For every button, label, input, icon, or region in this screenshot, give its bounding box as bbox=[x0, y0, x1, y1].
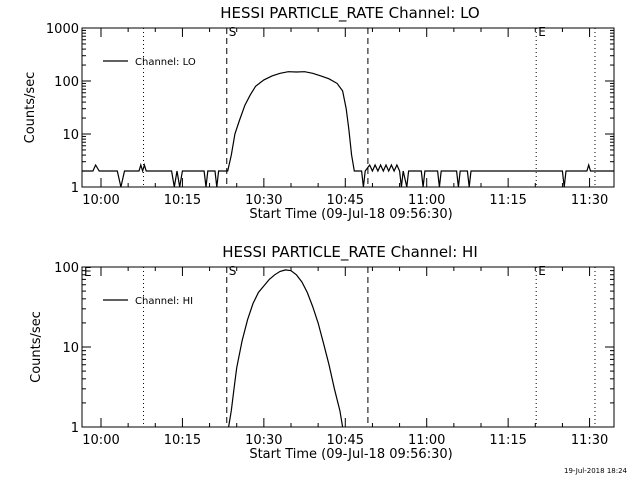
event-marker-label: E bbox=[538, 25, 546, 39]
y-tick-label: 100 bbox=[54, 75, 79, 90]
y-tick-label: 1 bbox=[71, 421, 79, 436]
y-axis-label: Counts/sec bbox=[23, 72, 38, 144]
event-marker-label: S bbox=[229, 25, 237, 39]
x-tick-label: 11:15 bbox=[489, 433, 526, 448]
x-tick-label: 10:15 bbox=[164, 193, 201, 208]
y-tick-label: 1 bbox=[71, 181, 79, 196]
event-marker-label: E bbox=[538, 264, 546, 278]
x-tick-label: 11:15 bbox=[489, 193, 526, 208]
x-tick-label: 10:00 bbox=[82, 433, 119, 448]
x-tick-label: 10:15 bbox=[164, 433, 201, 448]
x-tick-label: 11:30 bbox=[571, 433, 608, 448]
legend-label: Channel: LO bbox=[135, 57, 196, 68]
chart-title: HESSI PARTICLE_RATE Channel: LO bbox=[220, 4, 479, 23]
x-tick-label: 10:45 bbox=[327, 433, 364, 448]
x-tick-label: 10:30 bbox=[245, 433, 282, 448]
y-tick-label: 1000 bbox=[46, 22, 79, 37]
footer-timestamp: 19-Jul-2018 18:24 bbox=[564, 467, 628, 475]
x-tick-label: 11:00 bbox=[408, 433, 445, 448]
y-tick-label: 100 bbox=[54, 261, 79, 276]
chart-title: HESSI PARTICLE_RATE Channel: HI bbox=[222, 243, 478, 262]
y-axis-label: Counts/sec bbox=[29, 311, 44, 383]
x-tick-label: 10:30 bbox=[245, 193, 282, 208]
x-tick-label: 11:30 bbox=[571, 193, 608, 208]
chart-panel-2 bbox=[81, 266, 615, 428]
plot-frame bbox=[81, 266, 615, 428]
x-tick-label: 11:00 bbox=[408, 193, 445, 208]
y-tick-label: 10 bbox=[62, 128, 79, 143]
chart-panel-1 bbox=[81, 27, 615, 188]
series-line-channel-hi bbox=[228, 269, 344, 428]
legend-label: Channel: HI bbox=[135, 296, 193, 307]
x-tick-label: 10:45 bbox=[327, 193, 364, 208]
plot-frame bbox=[81, 27, 615, 188]
corner-marker-label: E bbox=[84, 265, 92, 279]
x-tick-label: 10:00 bbox=[82, 193, 119, 208]
event-marker-label: S bbox=[229, 264, 237, 278]
x-axis-label: Start Time (09-Jul-18 09:56:30) bbox=[249, 447, 452, 462]
series-line-channel-lo bbox=[82, 71, 614, 188]
y-tick-label: 10 bbox=[62, 341, 79, 356]
x-axis-label: Start Time (09-Jul-18 09:56:30) bbox=[249, 207, 452, 222]
